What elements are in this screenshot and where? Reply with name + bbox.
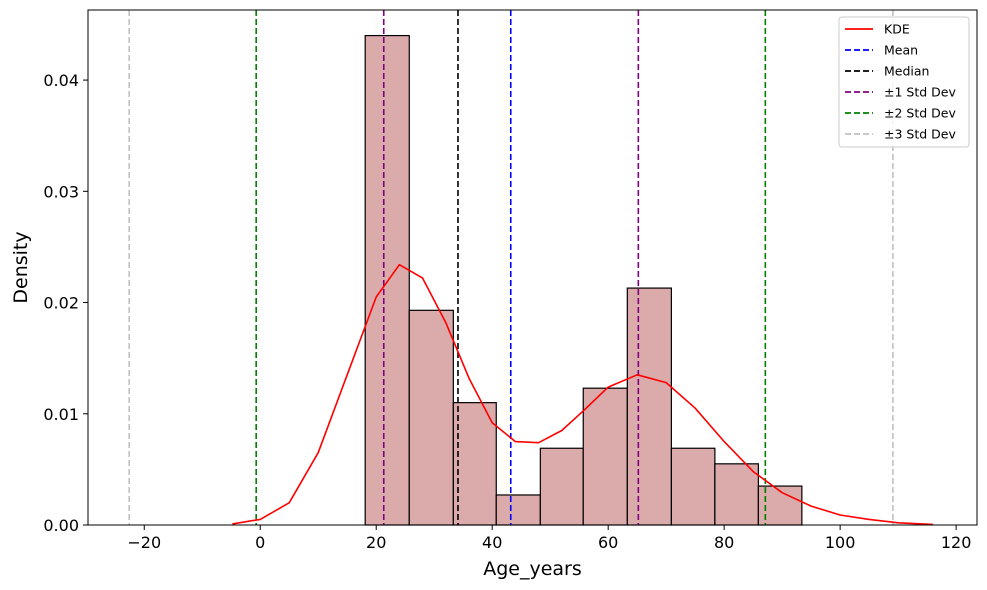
x-tick-label: −20 (127, 533, 161, 552)
histogram-bar (408, 309, 454, 526)
x-tick-label: 80 (714, 533, 734, 552)
x-tick-label: 0 (255, 533, 265, 552)
y-tick-label: 0.00 (43, 516, 79, 535)
y-tick-label: 0.04 (43, 71, 79, 90)
histogram-bar (582, 387, 628, 526)
histogram-bar (452, 402, 497, 526)
y-tick-label: 0.01 (43, 405, 79, 424)
x-tick-label: 100 (825, 533, 856, 552)
y-axis-label: Density (10, 231, 32, 303)
legend-label: Median (884, 64, 929, 79)
x-tick-label: 20 (366, 533, 386, 552)
histogram-bar (495, 494, 541, 526)
y-tick-label: 0.02 (43, 294, 79, 313)
legend-box (838, 16, 970, 148)
legend-label: Mean (884, 43, 918, 58)
legend-label: KDE (884, 22, 910, 37)
histogram-bar (539, 447, 584, 526)
histogram-bar (670, 447, 716, 526)
histogram-bar (714, 463, 759, 526)
legend-label: ±2 Std Dev (884, 106, 956, 121)
histogram-bar (626, 287, 672, 526)
legend-label: ±3 Std Dev (884, 127, 956, 142)
x-tick-label: 60 (598, 533, 618, 552)
y-tick-label: 0.03 (43, 182, 79, 201)
kde-line (232, 263, 933, 526)
x-axis-label: Age_years (483, 558, 582, 580)
x-tick-label: 40 (482, 533, 502, 552)
legend-label: ±1 Std Dev (884, 85, 956, 100)
plot-frame (87, 9, 978, 526)
x-tick-label: 120 (941, 533, 972, 552)
